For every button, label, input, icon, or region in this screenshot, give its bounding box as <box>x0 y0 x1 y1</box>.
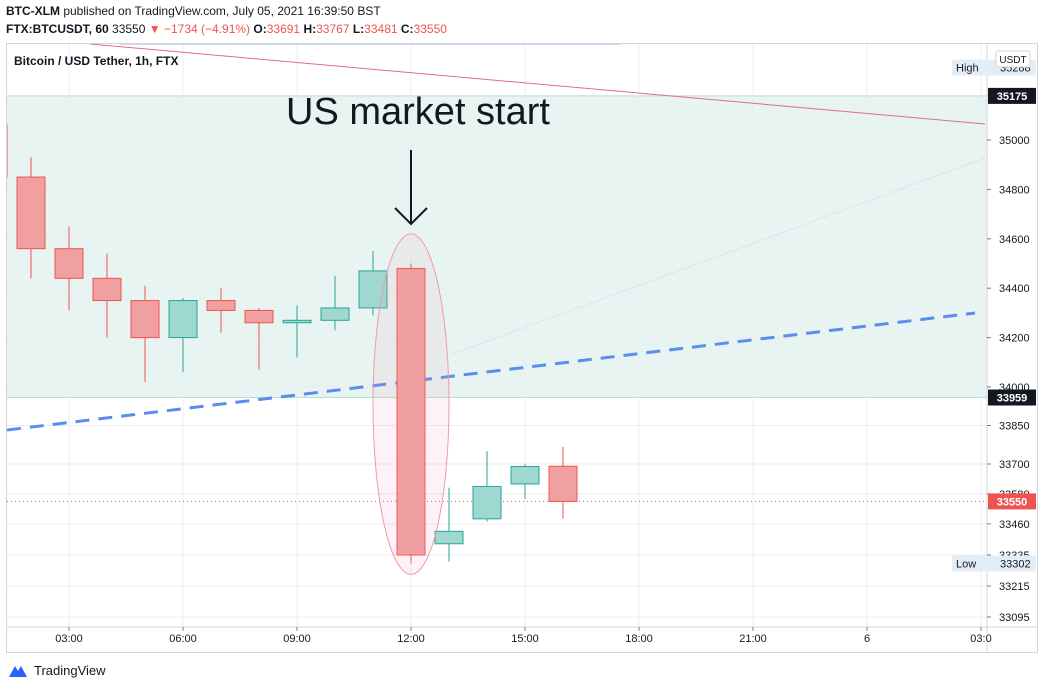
zone-top-label: 35175 <box>997 91 1028 103</box>
candle-02:00 <box>16 157 46 279</box>
candle-body <box>510 465 540 485</box>
pink-trendline <box>89 44 986 125</box>
y-tick-label: 33215 <box>999 581 1030 593</box>
close-value: 33550 <box>413 22 447 36</box>
candle-body <box>320 307 350 321</box>
change-value: −1734 (−4.91%) <box>163 22 251 36</box>
zone-top-label-bg <box>988 87 1036 104</box>
candle-05:00 <box>130 285 160 383</box>
x-tick-label: 12:00 <box>397 633 425 645</box>
candle-12:00 <box>396 263 426 564</box>
candle-body <box>168 300 198 339</box>
y-tick-label: 33850 <box>999 421 1030 433</box>
candle-body <box>358 270 388 309</box>
y-tick-label: 33095 <box>999 612 1030 624</box>
candle-body <box>396 267 426 556</box>
candle-14:00 <box>472 451 502 522</box>
low-value: 33481 <box>364 22 398 36</box>
y-tick-label: 34800 <box>999 184 1030 196</box>
open-label: O: <box>253 22 267 36</box>
x-tick-label: 09:00 <box>283 633 311 645</box>
candle-body <box>434 530 464 545</box>
zone-bottom-label: 33959 <box>997 393 1028 405</box>
last-price: 33550 <box>112 22 146 36</box>
low-tag-text: Low <box>956 559 976 571</box>
x-tick-label: 03:0 <box>970 633 991 645</box>
candle-06:00 <box>168 298 198 373</box>
candle-body <box>472 485 502 520</box>
y-tick-label: 35000 <box>999 135 1030 147</box>
candle-body <box>548 465 578 502</box>
candle-03:00 <box>54 226 84 311</box>
candle-08:00 <box>244 307 274 370</box>
currency-badge-bg <box>995 50 1031 68</box>
y-tick-label: 34600 <box>999 234 1030 246</box>
x-tick-label: 18:00 <box>625 633 653 645</box>
candle-body <box>92 277 122 302</box>
published-text: published on TradingView.com, July 05, 2… <box>60 4 381 18</box>
down-arrow-icon: ▼ <box>148 22 161 36</box>
arrow-head-icon <box>394 207 428 226</box>
last-price-label: 33550 <box>997 496 1028 508</box>
zone-bottom-label-bg <box>988 389 1036 406</box>
y-tick-label: 33460 <box>999 519 1030 531</box>
candle-body <box>282 319 312 324</box>
candle-01:00 <box>7 124 8 178</box>
candle-16:00 <box>548 446 578 519</box>
x-tick-label: 03:00 <box>55 633 83 645</box>
low-label: L: <box>352 22 365 36</box>
candle-body <box>244 309 274 324</box>
candle-11:00 <box>358 251 388 316</box>
tradingview-logo-icon <box>9 666 27 677</box>
candle-10:00 <box>320 275 350 331</box>
y-tick-label: 33700 <box>999 459 1030 471</box>
high-value: 33767 <box>316 22 350 36</box>
x-tick-label: 6 <box>864 633 870 645</box>
low-tag-value: 33302 <box>1000 559 1031 571</box>
annotation-text: US market start <box>286 91 550 133</box>
close-label: C: <box>400 22 414 36</box>
open-value: 33691 <box>266 22 301 36</box>
x-tick-label: 15:00 <box>511 633 539 645</box>
high-label: H: <box>303 22 317 36</box>
chart-title: Bitcoin / USD Tether, 1h, FTX <box>14 54 178 68</box>
dashed-trendline <box>7 311 976 432</box>
x-tick-label: 06:00 <box>169 633 197 645</box>
plot-area <box>7 44 987 627</box>
chart-frame[interactable] <box>6 43 1038 653</box>
y-tick-label: 34200 <box>999 333 1030 345</box>
y-tick-label: 34400 <box>999 283 1030 295</box>
faint-trendline <box>449 157 986 356</box>
candle-body <box>54 248 84 279</box>
candle-07:00 <box>206 288 236 333</box>
candle-15:00 <box>510 464 540 499</box>
low-tag-bg <box>952 555 1036 572</box>
publisher-name: BTC-XLM <box>6 4 60 18</box>
candle-body <box>130 300 160 339</box>
footer: TradingView <box>8 662 106 678</box>
last-price-label-bg <box>988 493 1036 510</box>
candle-body <box>7 124 8 178</box>
symbol-label: FTX:BTCUSDT, 60 <box>6 22 109 36</box>
candle-04:00 <box>92 253 122 338</box>
range-zone <box>7 95 987 398</box>
footer-brand: TradingView <box>34 662 106 678</box>
publish-info: BTC-XLM published on TradingView.com, Ju… <box>6 4 381 18</box>
symbol-info: FTX:BTCUSDT, 60 33550 ▼ −1734 (−4.91%) O… <box>6 22 447 36</box>
candle-body <box>206 300 236 311</box>
currency-badge: USDT <box>999 55 1026 66</box>
highlight-ellipse <box>372 233 450 575</box>
candle-09:00 <box>282 305 312 358</box>
high-tag-text: High <box>956 63 979 75</box>
x-tick-label: 21:00 <box>739 633 767 645</box>
candle-body <box>16 176 46 250</box>
